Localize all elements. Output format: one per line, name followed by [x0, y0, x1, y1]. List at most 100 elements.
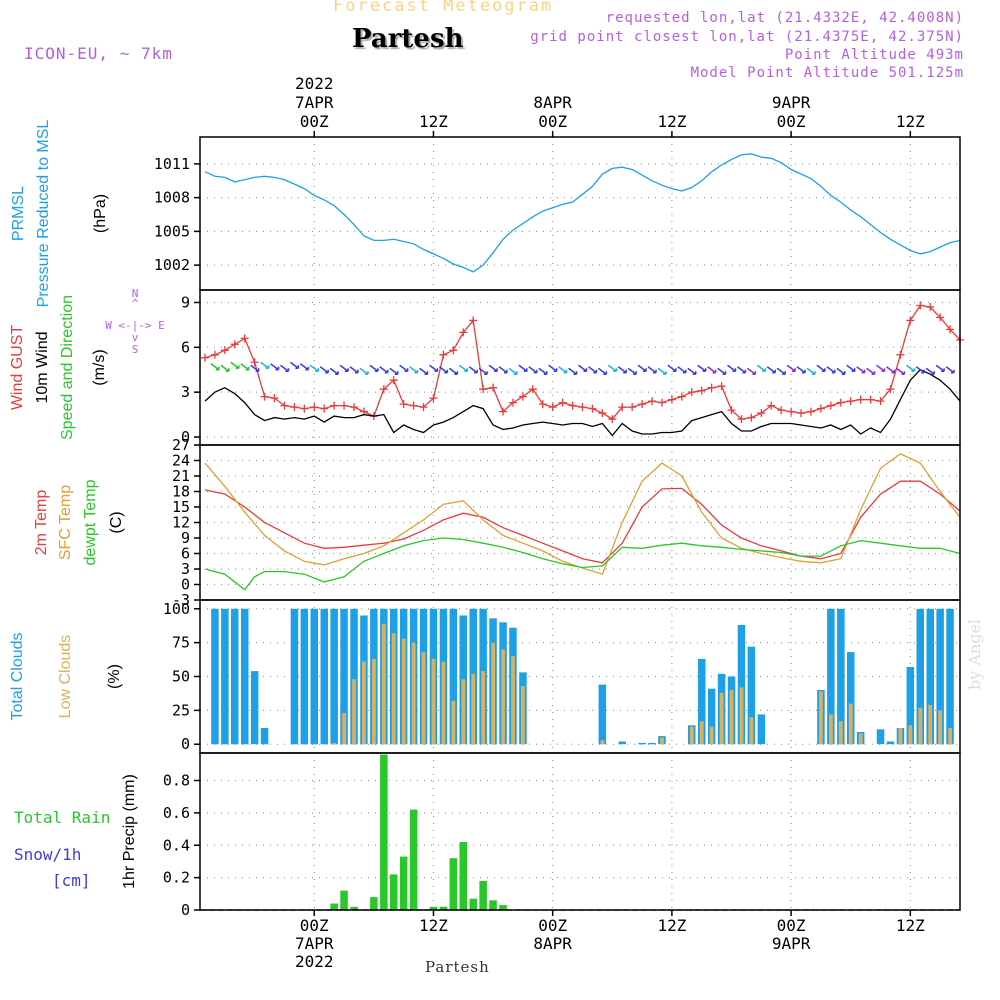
wind-direction-arrow: [736, 366, 747, 374]
y-tick-label: 50: [172, 668, 190, 686]
wind-direction-arrow: [548, 364, 558, 372]
bar: [648, 742, 656, 745]
bar: [827, 608, 835, 745]
wind-direction-arrow: [905, 364, 916, 372]
data-point: [250, 358, 259, 367]
model-label: ICON-EU, ~ 7km: [24, 44, 173, 63]
bar: [618, 741, 626, 745]
time-label-bottom: 12Z: [657, 916, 686, 935]
data-point: [876, 397, 885, 406]
bar: [441, 661, 446, 745]
data-point: [826, 401, 835, 410]
wind-direction-arrow: [309, 364, 319, 372]
data-point: [538, 400, 547, 409]
bar: [928, 704, 933, 745]
wind-direction-arrow: [230, 361, 240, 369]
bar: [409, 809, 418, 910]
bar: [340, 608, 348, 745]
wind-direction-arrow: [935, 364, 945, 372]
bar: [320, 608, 328, 745]
data-point: [568, 401, 577, 410]
wind-direction-arrow: [220, 364, 230, 372]
data-point: [767, 401, 776, 410]
time-label-top: 12Z: [419, 112, 448, 131]
wind-direction-arrow: [617, 366, 627, 374]
bar: [330, 608, 338, 745]
wind-direction-arrow: [568, 367, 578, 375]
wind-direction-arrow: [836, 367, 846, 375]
wind-direction-arrow: [886, 366, 896, 374]
bar: [381, 623, 386, 745]
bar: [521, 686, 525, 745]
data-point: [270, 394, 279, 403]
bar: [449, 608, 458, 745]
series-line: [204, 480, 961, 564]
bar: [511, 656, 515, 745]
bar: [491, 642, 495, 745]
wind-direction-arrow: [329, 367, 339, 375]
bar: [707, 688, 716, 745]
bar: [876, 729, 885, 745]
bar: [938, 710, 942, 745]
wind-direction-arrow: [508, 367, 518, 375]
y-tick-label: 0.2: [163, 869, 190, 887]
data-point: [787, 407, 796, 416]
time-label-bottom: 2022: [295, 952, 334, 971]
data-point: [578, 403, 587, 412]
bar: [698, 658, 706, 745]
panel-label: Total Clouds: [9, 632, 26, 720]
wind-direction-arrow: [458, 364, 469, 372]
data-point: [310, 403, 319, 412]
data-point: [856, 395, 865, 404]
panel-label: dewpt Temp: [82, 479, 99, 565]
y-tick-label: 1005: [154, 222, 190, 240]
wind-direction-arrow: [657, 367, 667, 375]
y-tick-label: 25: [172, 701, 190, 719]
bar: [838, 721, 843, 745]
bar: [918, 707, 923, 745]
wind-direction-arrow: [339, 364, 349, 372]
wind-direction-arrow: [895, 367, 906, 375]
bar: [290, 608, 299, 745]
y-tick-label: 6: [181, 338, 190, 356]
bar: [858, 733, 863, 745]
data-point: [469, 316, 478, 325]
time-label-top: 2022: [295, 74, 334, 93]
wind-direction-arrow: [717, 367, 727, 375]
panel-frame: [199, 136, 961, 291]
data-point: [459, 328, 468, 337]
bar: [737, 625, 746, 745]
bar: [221, 608, 229, 745]
wind-direction-arrow: [369, 364, 379, 372]
wind-direction-arrow: [697, 364, 707, 372]
bar: [819, 691, 823, 745]
data-point: [797, 409, 806, 418]
y-tick-label: 24: [172, 452, 190, 470]
bar: [757, 714, 766, 745]
data-point: [588, 404, 597, 413]
bar: [699, 721, 704, 745]
wind-direction-arrow: [538, 367, 548, 375]
series-line: [204, 537, 961, 591]
wind-direction-arrow: [945, 366, 955, 374]
data-point: [508, 398, 517, 407]
panel-clouds: 0 25 50 75 100 Total Clouds Low Clouds (%): [9, 599, 961, 754]
bar: [709, 726, 714, 745]
data-point: [697, 386, 706, 395]
wind-direction-arrow: [389, 367, 399, 375]
wind-direction-arrow: [319, 366, 329, 374]
panel-label: (hPa): [92, 194, 109, 233]
compass-rose: ^: [132, 297, 139, 310]
bar: [260, 728, 269, 745]
bar: [370, 897, 378, 910]
wind-direction-arrow: [399, 364, 409, 372]
y-tick-label: 0: [181, 428, 190, 446]
bar: [481, 671, 485, 745]
bar: [350, 608, 358, 745]
bar: [501, 649, 505, 745]
wind-direction-arrow: [349, 366, 359, 374]
bar: [421, 652, 426, 745]
y-tick-label: 0: [181, 576, 190, 594]
panel-precip: 0 0.2 0.4 0.6 0.8 Total Rain Snow/1h [cm] 1hr Pr…: [14, 752, 961, 919]
panel-label: Pressure Reduced to MSL: [35, 120, 52, 308]
